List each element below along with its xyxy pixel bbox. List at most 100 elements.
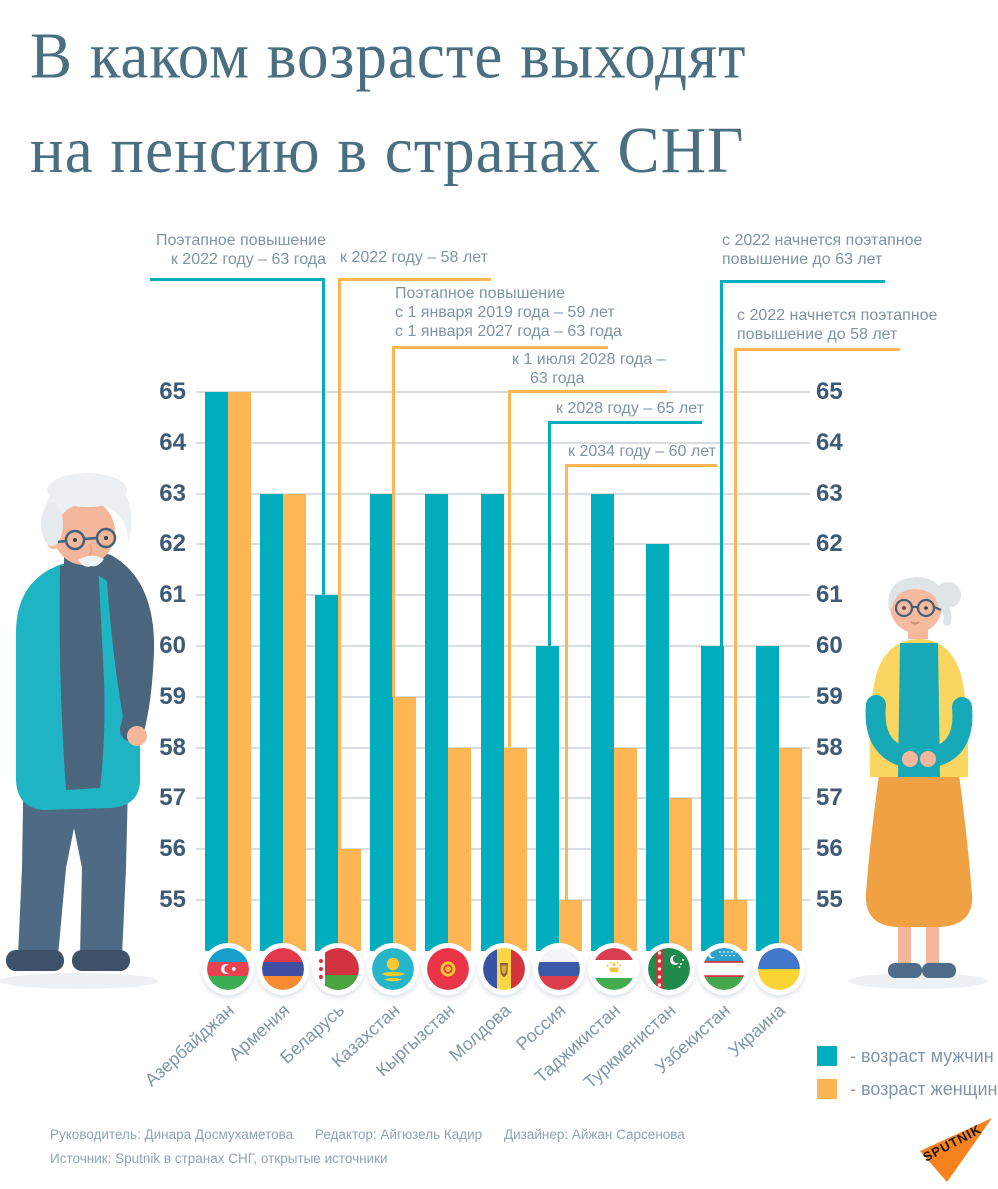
annotation-russia-women: к 2034 году – 60 лет xyxy=(568,443,716,460)
y-axis-label-left-65: 65 xyxy=(159,378,186,405)
bar-men-9 xyxy=(700,646,724,951)
flag-armenia-icon xyxy=(262,948,304,990)
gridline-65 xyxy=(196,391,810,393)
flag-badge-kazakhstan xyxy=(367,943,419,995)
flag-badge-tajikistan xyxy=(588,943,640,995)
flag-badge-turkmenistan xyxy=(643,943,695,995)
callout-line-russia-men xyxy=(548,421,702,424)
flag-uzbekistan-icon xyxy=(703,948,745,990)
y-axis-label-right-61: 61 xyxy=(816,581,843,609)
y-axis-label-left-64: 64 xyxy=(159,428,186,456)
bar-women-1 xyxy=(283,493,307,951)
bar-men-4 xyxy=(425,493,449,951)
bar-men-2 xyxy=(315,595,339,951)
flag-badge-kyrgyzstan xyxy=(422,943,474,995)
bar-men-5 xyxy=(480,493,504,951)
flag-badge-belarus xyxy=(312,943,364,995)
bar-women-3 xyxy=(393,696,417,951)
annotation-moldova-women: к 1 июля 2028 года – 63 года xyxy=(512,351,666,387)
y-axis-label-left-60: 60 xyxy=(159,632,186,659)
sputnik-logo-triangle xyxy=(920,1118,992,1182)
credit-editor: Редактор: Айгюзель Кадир xyxy=(314,1127,483,1142)
credit-manager: Руководитель: Динара Досмухаметова xyxy=(50,1127,294,1142)
callout-line-moldova-women xyxy=(508,390,511,747)
callout-line-russia-women xyxy=(565,464,568,900)
gridline-64 xyxy=(196,441,810,444)
callout-line-belarus-women xyxy=(338,278,341,849)
y-axis-label-right-62: 62 xyxy=(816,530,843,558)
callout-line-belarus-women xyxy=(338,278,491,281)
legend-men: - возраст мужчин xyxy=(817,1046,994,1066)
bar-women-10 xyxy=(779,747,802,951)
bar-women-0 xyxy=(228,392,251,951)
flag-belarus-icon xyxy=(317,948,359,990)
annotation-belarus-women: к 2022 году – 58 лет xyxy=(340,249,488,266)
annotation-kazakhstan-women: Поэтапное повышение с 1 января 2019 года… xyxy=(395,285,622,340)
flag-ukraine-icon xyxy=(758,948,800,990)
flag-badge-uzbekistan xyxy=(698,943,750,995)
flag-russia-icon xyxy=(538,948,580,990)
flag-badge-ukraine xyxy=(753,943,805,995)
callout-line-uzbekistan-women xyxy=(734,348,737,900)
country-label-azerbaijan: Азербайджан xyxy=(141,1000,239,1091)
bar-women-8 xyxy=(668,798,692,951)
y-axis-label-right-58: 58 xyxy=(816,733,843,761)
y-axis-label-right-60: 60 xyxy=(816,632,843,659)
page-title: В каком возрасте выходят на пенсию в стр… xyxy=(30,8,747,197)
y-axis-label-left-58: 58 xyxy=(159,733,186,761)
y-axis-label-right-59: 59 xyxy=(816,682,843,710)
elderly-woman-illustration xyxy=(848,577,988,989)
page-title-line2: на пенсию в странах СНГ xyxy=(30,112,745,187)
flag-badge-moldova xyxy=(478,943,530,995)
y-axis-label-left-55: 55 xyxy=(159,886,186,913)
annotation-russia-men: к 2028 году – 65 лет xyxy=(556,400,704,417)
y-axis-label-left-59: 59 xyxy=(159,682,186,710)
legend-men-swatch xyxy=(817,1046,837,1066)
credit-designer: Дизайнер: Айжан Сарсенова xyxy=(503,1127,685,1142)
callout-line-uzbekistan-women xyxy=(734,348,900,351)
flag-azerbaijan-icon xyxy=(207,948,249,990)
bar-men-10 xyxy=(756,646,779,951)
country-label-moldova: Молдова xyxy=(445,1000,515,1066)
y-axis-label-right-64: 64 xyxy=(816,428,843,456)
bar-men-3 xyxy=(370,493,394,951)
y-axis-label-left-61: 61 xyxy=(159,581,186,609)
flag-badge-armenia xyxy=(257,943,309,995)
bar-men-0 xyxy=(205,392,228,951)
country-label-ukraine: Украина xyxy=(725,1000,790,1061)
bar-women-7 xyxy=(613,747,637,951)
callout-line-russia-men xyxy=(548,421,551,646)
page-title-line1: В каком возрасте выходят xyxy=(30,18,747,93)
bar-women-9 xyxy=(723,900,747,951)
legend-men-label: - возраст мужчин xyxy=(850,1045,994,1066)
y-axis-label-right-57: 57 xyxy=(816,784,843,812)
callout-line-moldova-women xyxy=(508,390,667,393)
callout-line-belarus-men xyxy=(322,278,325,595)
elderly-man-illustration xyxy=(0,473,159,989)
legend-women-swatch xyxy=(817,1079,837,1099)
legend-women-label: - возраст женщин xyxy=(850,1078,998,1099)
callout-line-kazakhstan-women xyxy=(392,346,395,697)
annotation-belarus-men: Поэтапное повышение к 2022 году – 63 год… xyxy=(156,232,326,268)
footer-source: Источник: Sputnik в странах СНГ, открыты… xyxy=(50,1151,388,1166)
bar-women-5 xyxy=(503,747,527,951)
y-axis-label-right-63: 63 xyxy=(816,479,843,507)
sputnik-logo: SPUTNIK xyxy=(920,1118,992,1182)
callout-line-uzbekistan-men xyxy=(720,280,885,283)
callout-line-russia-women xyxy=(565,464,717,467)
y-axis-label-right-65: 65 xyxy=(816,378,843,405)
callout-line-kazakhstan-women xyxy=(392,346,608,349)
annotation-uzbekistan-men: с 2022 начнется поэтапное повышение до 6… xyxy=(722,232,923,268)
y-axis-label-left-62: 62 xyxy=(159,530,186,558)
bar-women-2 xyxy=(338,849,362,951)
flag-turkmenistan-icon xyxy=(648,948,690,990)
y-axis-label-left-57: 57 xyxy=(159,784,186,812)
bar-women-6 xyxy=(558,900,582,951)
flag-badge-russia xyxy=(533,943,585,995)
y-axis-label-left-63: 63 xyxy=(159,479,186,507)
flag-badge-azerbaijan xyxy=(202,943,254,995)
bar-men-7 xyxy=(590,493,614,951)
flag-kyrgyzstan-icon xyxy=(427,948,469,990)
footer-credits: Руководитель: Динара Досмухаметова Редак… xyxy=(50,1127,703,1142)
legend-women: - возраст женщин xyxy=(817,1079,997,1099)
